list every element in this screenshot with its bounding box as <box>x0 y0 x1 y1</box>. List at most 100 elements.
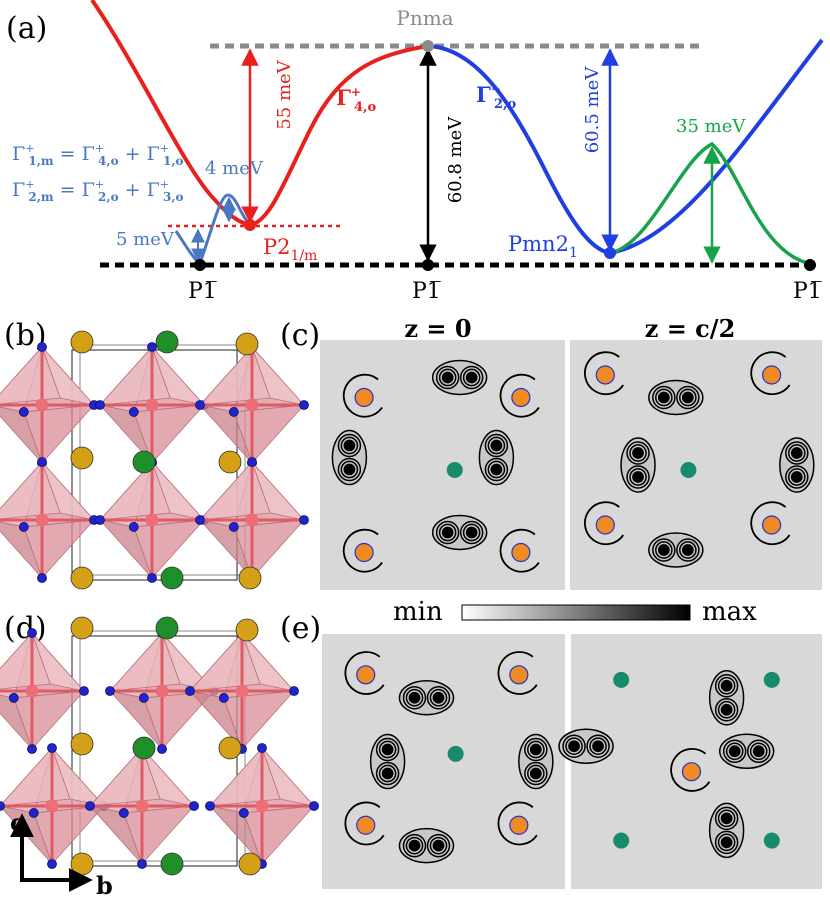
orange-ion <box>761 515 782 535</box>
octahedron-center-atom <box>145 398 159 412</box>
octahedron-center-atom <box>45 799 59 813</box>
crystal-structure-b <box>0 330 309 590</box>
b-axis-label: b <box>96 871 113 899</box>
density-contour <box>459 365 484 390</box>
oxygen-atom <box>118 808 129 818</box>
density-contour <box>340 460 359 479</box>
octahedron-center-atom <box>255 799 269 813</box>
density-contour <box>562 734 586 758</box>
gold-cation <box>218 450 242 474</box>
pmn21-point <box>604 247 616 259</box>
density-contour <box>527 764 545 783</box>
panel-label-c: (c) <box>280 318 320 353</box>
gold-cation <box>238 852 262 876</box>
oxygen-atom <box>299 400 309 410</box>
density-contour <box>405 688 424 707</box>
gold-cation <box>238 566 262 590</box>
density-contour <box>681 391 694 404</box>
green-pathway-curve <box>609 141 813 266</box>
density-contour <box>787 444 806 462</box>
label-60-8-mev: 60.8 meV <box>445 116 466 204</box>
p1-label-center: P1̅ <box>412 279 441 304</box>
density-map-c-zc2 <box>570 340 822 590</box>
crescent-contour <box>497 651 538 695</box>
green-cation <box>132 736 156 760</box>
density-contour <box>629 468 647 486</box>
density-contour <box>487 436 506 455</box>
density-contour <box>676 385 700 410</box>
oxygen-atom <box>228 407 239 417</box>
octahedron-face <box>151 461 206 521</box>
density-contour <box>657 544 670 556</box>
p1-point-right <box>804 259 816 271</box>
colorbar-gradient <box>461 604 691 621</box>
oxygen-atom <box>18 522 29 532</box>
density-contour <box>722 739 747 764</box>
crescent-contour <box>750 351 791 396</box>
octahedron-face <box>241 632 296 692</box>
density-contour <box>749 742 768 761</box>
density-contour <box>402 833 427 858</box>
density-contour <box>529 743 542 756</box>
crystal-structure-d <box>0 616 319 876</box>
octahedron-face <box>251 461 306 521</box>
density-contour <box>586 734 610 758</box>
density-contour <box>375 737 400 762</box>
crescent-contour <box>584 501 625 546</box>
oxygen-atom <box>309 801 319 811</box>
colorbar-min-label: min <box>393 597 443 627</box>
density-contour <box>484 457 509 482</box>
green-cation <box>132 450 156 474</box>
oxygen-atom <box>37 342 47 352</box>
gold-cation <box>70 616 94 640</box>
orange-ion <box>356 815 376 835</box>
crescent-contour <box>499 373 540 418</box>
colorbar: min max <box>393 597 757 627</box>
oxygen-atom <box>47 859 57 869</box>
oxygen-atom <box>37 573 47 583</box>
density-lobe-outer <box>708 802 745 859</box>
density-contour <box>337 433 362 458</box>
green-cation <box>160 852 184 876</box>
orange-ion <box>595 515 615 535</box>
oxygen-atom <box>105 686 115 696</box>
axes-indicator: c b <box>9 808 113 899</box>
oxygen-atom <box>195 515 205 525</box>
gold-cation <box>70 732 94 756</box>
orange-ion <box>681 762 702 782</box>
density-contour <box>405 836 424 855</box>
crescent-contour <box>344 651 385 695</box>
density-contour <box>378 740 397 759</box>
gold-cation <box>235 332 259 356</box>
density-contour <box>655 541 673 559</box>
octahedron-center-atom <box>235 684 249 698</box>
oxygen-atom <box>79 686 89 696</box>
density-contour <box>790 447 803 459</box>
octahedron-center-atom <box>145 513 159 527</box>
density-contour <box>679 388 697 407</box>
density-lobe-outer <box>779 437 815 493</box>
green-cation <box>155 616 179 640</box>
density-lobe-outer <box>431 359 488 396</box>
density-contour <box>717 676 736 695</box>
green-ion <box>613 832 630 849</box>
mode-equation-2: Γ+ 2,m = Γ+ 2,o + Γ+ 3,o <box>12 178 184 204</box>
oxygen-atom <box>8 693 19 703</box>
density-lobe-outer <box>648 379 704 416</box>
oxygen-atom <box>128 407 139 417</box>
gold-cation <box>70 852 94 876</box>
green-cation <box>155 330 179 354</box>
octahedron-center-atom <box>35 513 49 527</box>
oxygen-atom <box>18 407 29 417</box>
oxygen-atom <box>27 744 37 754</box>
density-contour <box>441 371 454 384</box>
density-contour <box>524 761 548 786</box>
oxygen-atom <box>37 457 47 467</box>
density-lobe-outer <box>620 437 656 493</box>
octahedron-face <box>0 461 61 520</box>
oxygen-atom <box>28 808 39 818</box>
octahedron-face <box>251 346 306 406</box>
oxygen-atom <box>247 457 257 467</box>
density-contour <box>565 737 583 756</box>
